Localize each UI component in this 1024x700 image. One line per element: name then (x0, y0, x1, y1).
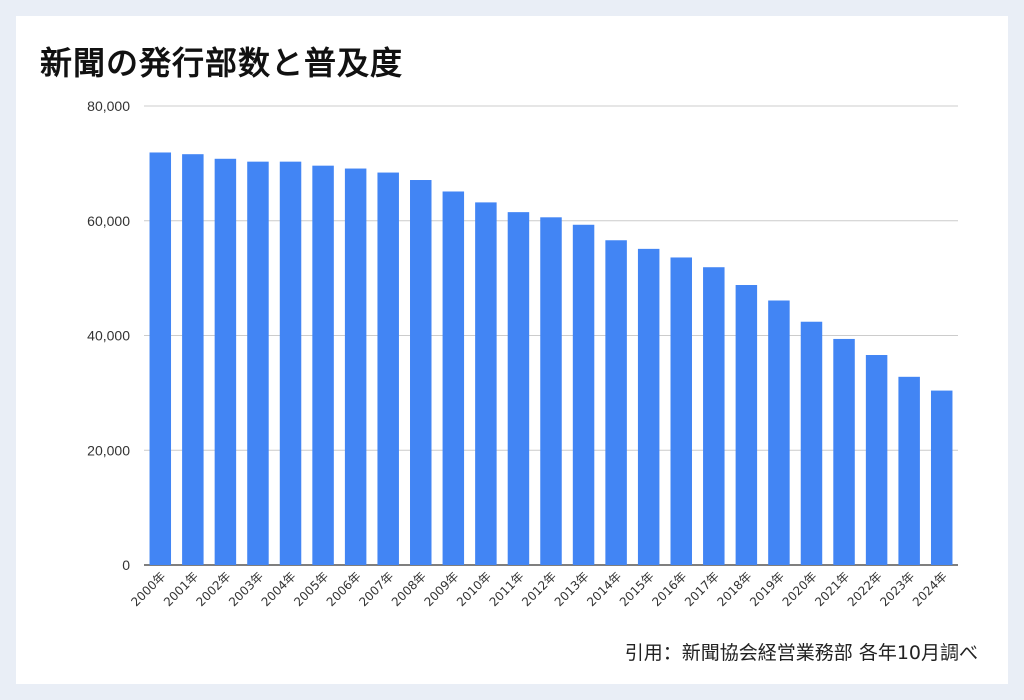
bar (377, 172, 399, 565)
x-tick-label: 2007年 (356, 569, 396, 609)
x-tick-label: 2010年 (454, 569, 494, 609)
x-tick-label: 2021年 (812, 569, 852, 609)
x-tick-label: 2004年 (259, 569, 299, 609)
x-tick-label: 2016年 (649, 569, 689, 609)
bar (735, 285, 758, 565)
chart-card: 新聞の発行部数と普及度 0 20,000 40,000 60,000 80,000 20… (16, 16, 1008, 684)
bar (279, 161, 302, 565)
bar (442, 191, 465, 565)
bar (410, 180, 432, 566)
y-tick-label: 80,000 (87, 98, 130, 114)
y-axis-ticks: 0 20,000 40,000 60,000 80,000 (87, 98, 130, 573)
x-axis-ticks: 2000年2001年2002年2003年2004年2005年2006年2007年… (128, 569, 949, 609)
y-tick-label: 40,000 (87, 328, 130, 344)
bar (312, 165, 334, 566)
bar (605, 240, 627, 565)
bar (800, 321, 823, 565)
x-tick-label: 2006年 (324, 569, 364, 609)
x-tick-label: 2003年 (226, 569, 266, 609)
bar (572, 224, 595, 566)
x-tick-label: 2005年 (291, 569, 331, 609)
x-tick-label: 2000年 (128, 569, 168, 609)
bar (930, 390, 953, 565)
y-tick-label: 0 (122, 557, 130, 573)
x-tick-label: 2020年 (780, 569, 820, 609)
x-tick-label: 2024年 (910, 569, 950, 609)
bar (540, 217, 562, 565)
x-tick-label: 2009年 (421, 569, 461, 609)
y-tick-label: 60,000 (87, 213, 130, 229)
bar (833, 338, 855, 565)
bar (670, 257, 692, 565)
bar (898, 376, 920, 565)
bar (182, 154, 204, 565)
bar (475, 202, 497, 565)
x-tick-label: 2019年 (747, 569, 787, 609)
bar (214, 158, 237, 565)
bar (703, 267, 725, 565)
x-tick-label: 2012年 (519, 569, 559, 609)
x-tick-label: 2014年 (584, 569, 624, 609)
bar (344, 168, 367, 565)
x-tick-label: 2008年 (389, 569, 429, 609)
x-tick-label: 2015年 (617, 569, 657, 609)
bar (637, 248, 660, 565)
bar-chart: 0 20,000 40,000 60,000 80,000 2000年2001年2002… (87, 98, 958, 609)
y-tick-label: 20,000 (87, 442, 130, 458)
bar (768, 300, 790, 565)
source-note: 引用：新聞協会経営業務部 各年10月調べ (624, 642, 978, 664)
x-tick-label: 2001年 (161, 569, 201, 609)
x-tick-label: 2023年 (877, 569, 917, 609)
x-tick-label: 2002年 (194, 569, 234, 609)
bar (247, 161, 269, 565)
x-tick-label: 2022年 (845, 569, 885, 609)
x-tick-label: 2011年 (487, 569, 527, 609)
bars (149, 152, 953, 566)
x-tick-label: 2018年 (714, 569, 754, 609)
bar (865, 355, 888, 565)
x-tick-label: 2013年 (552, 569, 592, 609)
bar (507, 212, 530, 566)
x-tick-label: 2017年 (682, 569, 722, 609)
bar (149, 152, 172, 565)
page-title: 新聞の発行部数と普及度 (40, 44, 404, 82)
